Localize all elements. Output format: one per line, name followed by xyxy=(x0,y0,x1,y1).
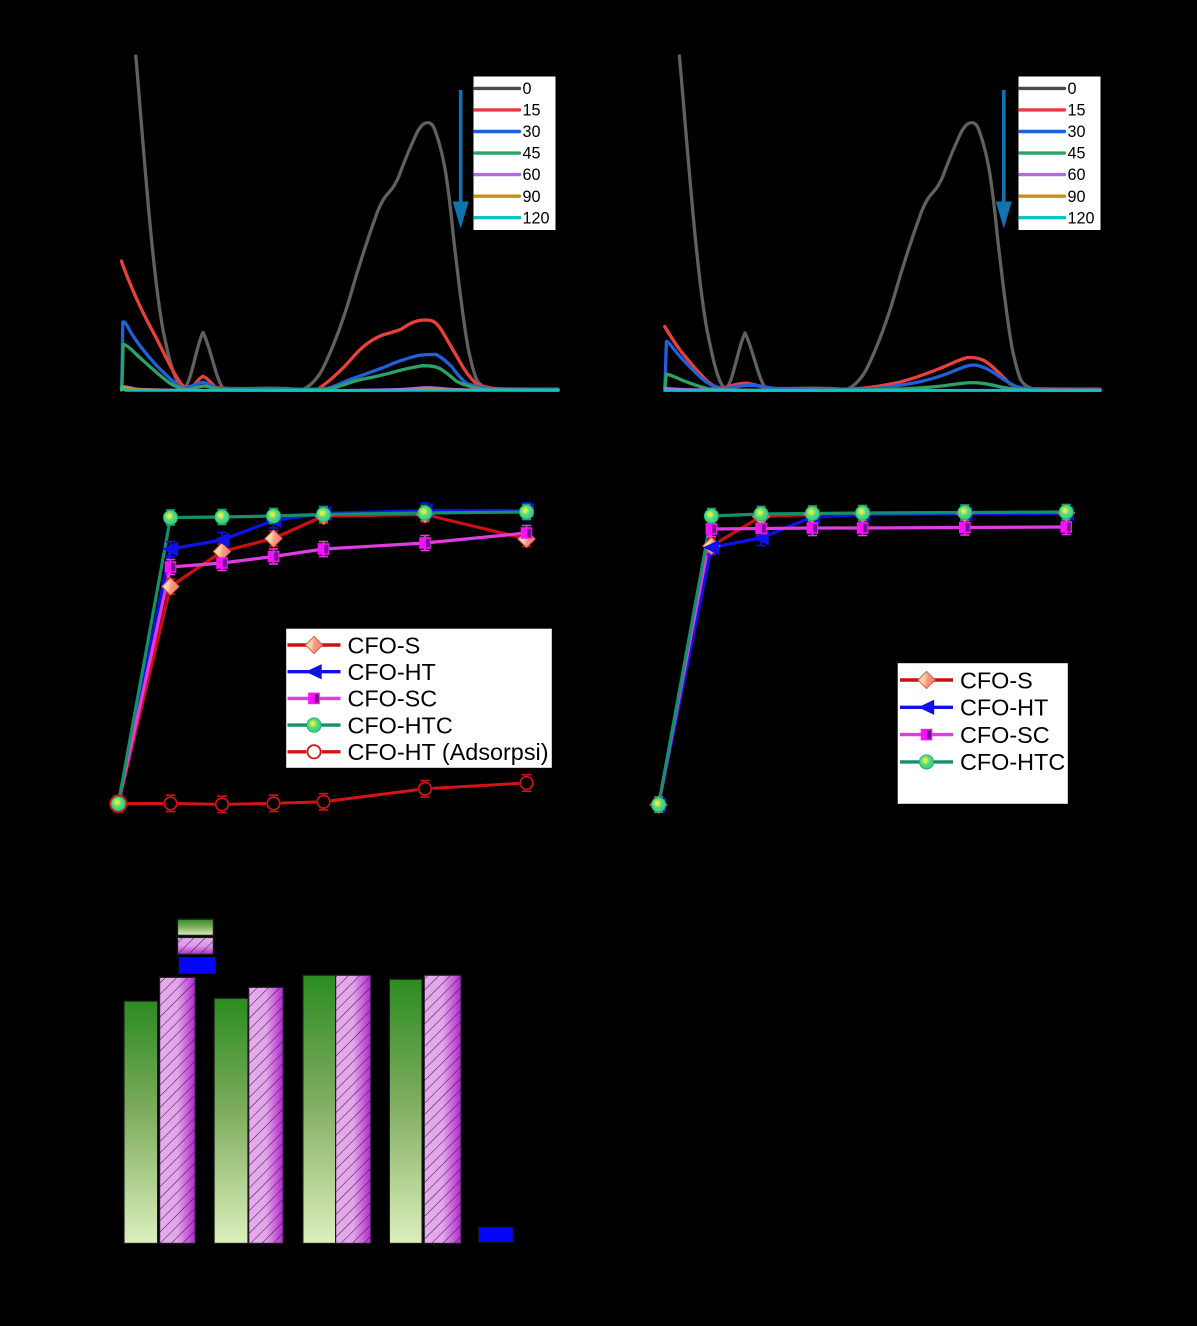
svg-text:CFO-S: CFO-S xyxy=(348,632,421,658)
svg-text:15: 15 xyxy=(1068,102,1086,120)
svg-text:CFO-SC: CFO-SC xyxy=(348,686,438,712)
svg-text:30: 30 xyxy=(1068,123,1086,141)
svg-text:CFO-HT: CFO-HT xyxy=(960,695,1048,721)
svg-text:90: 90 xyxy=(523,188,541,206)
svg-text:60: 60 xyxy=(1068,166,1086,184)
svg-text:CFO-HTC: CFO-HTC xyxy=(348,712,453,738)
svg-text:0: 0 xyxy=(1068,80,1077,98)
svg-text:CFO-HTC: CFO-HTC xyxy=(960,749,1065,775)
svg-text:120: 120 xyxy=(523,209,550,227)
svg-text:45: 45 xyxy=(523,145,541,163)
svg-text:30: 30 xyxy=(523,123,541,141)
svg-text:90: 90 xyxy=(1068,188,1086,206)
svg-text:120: 120 xyxy=(1068,209,1095,227)
svg-text:45: 45 xyxy=(1068,145,1086,163)
svg-text:0: 0 xyxy=(523,80,532,98)
svg-text:CFO-HT (Adsorpsi): CFO-HT (Adsorpsi) xyxy=(348,739,549,765)
svg-text:CFO-HT: CFO-HT xyxy=(348,659,436,685)
svg-text:15: 15 xyxy=(523,102,541,120)
svg-text:CFO-SC: CFO-SC xyxy=(960,722,1050,748)
svg-text:60: 60 xyxy=(523,166,541,184)
svg-text:CFO-S: CFO-S xyxy=(960,667,1033,693)
